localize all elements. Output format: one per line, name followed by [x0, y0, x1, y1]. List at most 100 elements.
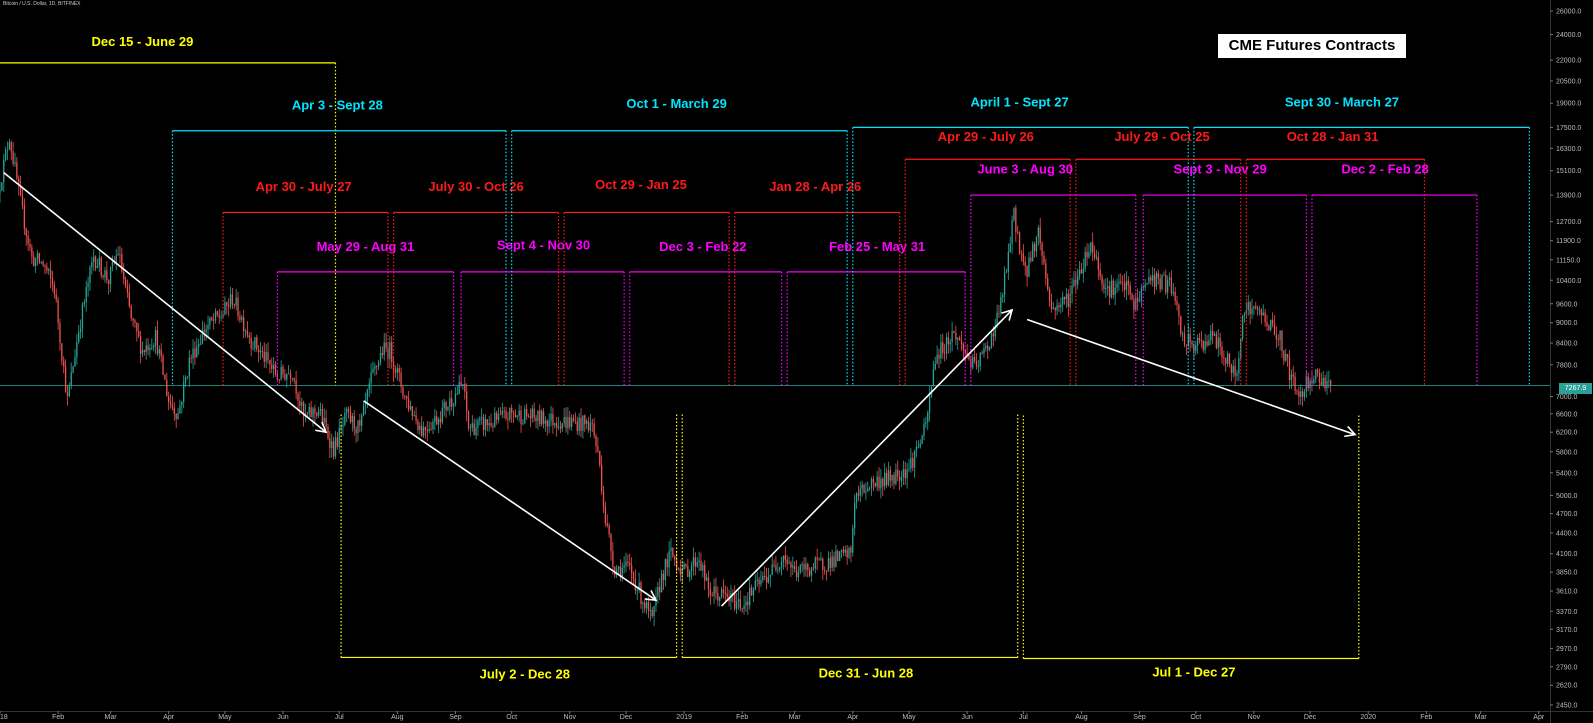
- candle-body: [314, 408, 316, 413]
- candle-body: [1211, 330, 1214, 336]
- candle-body: [177, 413, 179, 419]
- candle-body: [955, 333, 957, 340]
- candle-body: [878, 476, 880, 489]
- trendline-arrow: [721, 308, 1014, 607]
- contract-bracket: Dec 31 - Jun 28: [681, 413, 1019, 680]
- candle-body: [46, 266, 48, 271]
- candle-body: [464, 383, 466, 392]
- candle-body: [259, 350, 262, 353]
- candle-body: [1305, 376, 1308, 392]
- trendline-arrow: [1026, 318, 1357, 438]
- candle-body: [1260, 309, 1263, 316]
- candle-body: [14, 162, 16, 164]
- candle-body: [855, 493, 858, 503]
- y-tick-label: 2970.0: [1556, 646, 1578, 653]
- candle-body: [308, 407, 310, 414]
- candle-body: [561, 423, 563, 429]
- candle-body: [636, 590, 638, 591]
- candle-body: [809, 570, 811, 576]
- candle-body: [711, 595, 713, 597]
- candle-body: [1, 182, 3, 191]
- candle-body: [848, 547, 850, 558]
- candle-body: [1315, 369, 1317, 380]
- candle-body: [4, 149, 7, 160]
- candle-body: [1002, 294, 1004, 297]
- candle-body: [462, 383, 464, 386]
- candle-body: [863, 485, 865, 493]
- candle-body: [175, 413, 177, 419]
- y-tick-label: 2450.0: [1556, 702, 1578, 709]
- candle-body: [72, 366, 74, 373]
- candle-body: [490, 423, 492, 426]
- candle-body: [629, 562, 631, 566]
- candle-body: [413, 415, 415, 417]
- candle-body: [156, 330, 159, 354]
- candle-body: [362, 404, 365, 416]
- candle-body: [634, 579, 637, 591]
- candle-body: [1052, 308, 1054, 310]
- candle-body: [589, 422, 592, 431]
- candle-body: [1213, 333, 1216, 336]
- trendline: [3, 172, 327, 433]
- candle-body: [795, 569, 798, 578]
- candle-body: [994, 325, 996, 337]
- candle-body: [764, 576, 766, 578]
- candle-body: [940, 342, 942, 359]
- candle-body: [1088, 251, 1090, 258]
- candle-body: [138, 331, 140, 337]
- contract-bracket: July 29 - Oct 25: [1075, 129, 1242, 386]
- candle-body: [1326, 381, 1328, 389]
- candle-body: [541, 410, 543, 425]
- candle-body: [582, 415, 584, 431]
- candle-body: [660, 573, 663, 593]
- candle-body: [1234, 365, 1236, 376]
- candle-body: [790, 562, 792, 568]
- contract-label: Dec 15 - June 29: [91, 34, 193, 49]
- candle-body: [734, 593, 736, 609]
- candle-body: [323, 418, 325, 423]
- candle-body: [143, 350, 145, 352]
- candle-body: [915, 446, 918, 451]
- candle-body: [153, 345, 155, 348]
- candle-body: [630, 565, 633, 573]
- candle-body: [248, 335, 250, 338]
- candle-body: [1000, 296, 1002, 313]
- candle-body: [117, 254, 119, 256]
- candle-body: [336, 437, 339, 448]
- candle-body: [797, 572, 800, 578]
- candle-body: [702, 565, 704, 571]
- candle-body: [8, 142, 11, 150]
- x-tick-label: Jul: [335, 714, 344, 721]
- candle-body: [329, 438, 331, 449]
- candle-body: [1219, 337, 1221, 347]
- candle-body: [164, 374, 166, 380]
- candle-body: [1243, 314, 1246, 316]
- candle-body: [271, 364, 273, 369]
- candle-body: [709, 589, 711, 596]
- candle-body: [1283, 351, 1285, 361]
- candle-body: [981, 352, 983, 354]
- x-tick-label: Oct: [506, 714, 517, 721]
- candle-body: [769, 575, 771, 577]
- candle-body: [683, 563, 685, 569]
- candle-body: [820, 558, 822, 561]
- candle-body: [1256, 308, 1259, 310]
- candle-body: [488, 423, 490, 426]
- candle-body: [752, 589, 755, 596]
- y-tick-label: 6200.0: [1556, 430, 1578, 437]
- candle-body: [331, 441, 333, 449]
- candle-body: [898, 476, 901, 481]
- candle-body: [1221, 346, 1223, 358]
- candle-body: [514, 413, 517, 417]
- candle-body: [569, 417, 571, 427]
- chart-symbol-label: Bitcoin / U.S. Dollar, 1D, BITFINEX: [3, 1, 81, 7]
- candle-body: [837, 551, 839, 561]
- y-tick-label: 4400.0: [1556, 530, 1578, 537]
- candle-body: [466, 391, 468, 412]
- candle-body: [497, 414, 500, 420]
- candle-body: [376, 366, 378, 367]
- candle-body: [145, 345, 147, 352]
- candle-body: [1285, 353, 1287, 361]
- candle-body: [835, 551, 837, 568]
